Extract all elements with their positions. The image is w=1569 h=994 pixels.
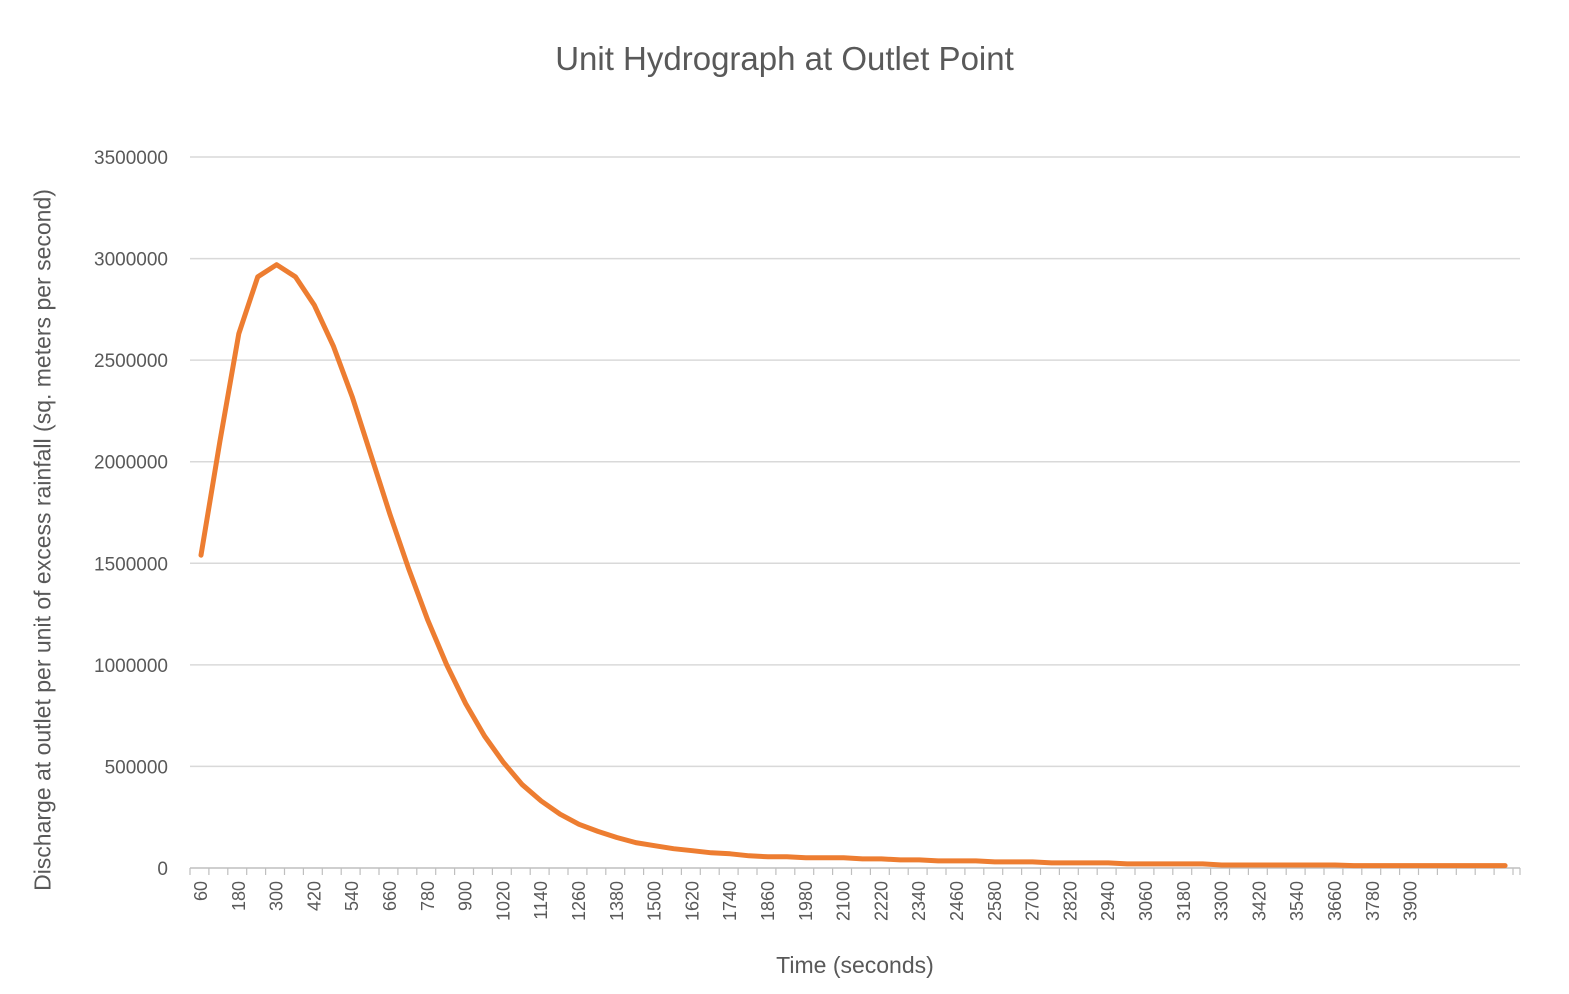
x-tick-label: 540 [342,881,362,911]
x-tick-label: 780 [418,881,438,911]
x-tick-label: 3300 [1212,881,1232,921]
gridlines [190,156,1520,768]
x-axis-label: Time (seconds) [776,952,934,978]
x-tick-label: 1260 [569,881,589,921]
x-tick-label: 660 [380,881,400,911]
series-line [198,262,1508,869]
x-tick-label: 2100 [834,881,854,921]
x-tick-label: 3900 [1401,881,1421,921]
x-tick-label: 2700 [1023,881,1043,921]
x-tick-label: 3780 [1363,881,1383,921]
x-tick-label: 1020 [493,881,513,921]
x-axis [189,867,1521,875]
x-tick-label: 3540 [1287,881,1307,921]
x-tick-label: 2940 [1098,881,1118,921]
x-tick-label: 60 [191,881,211,901]
x-tick-label: 3180 [1174,881,1194,921]
chart-title: Unit Hydrograph at Outlet Point [555,40,1014,77]
y-axis-ticks: 0 500000 1000000 1500000 2000000 2500000 30000… [94,148,168,880]
x-tick-label: 1380 [607,881,627,921]
y-tick-label: 3500000 [94,148,168,169]
y-tick-label: 1500000 [94,554,168,575]
x-tick-label: 1740 [720,881,740,921]
x-tick-label: 3060 [1136,881,1156,921]
y-tick-label: 2000000 [94,453,168,474]
y-tick-label: 3000000 [94,250,168,271]
x-tick-label: 900 [456,881,476,911]
x-tick-label: 420 [304,881,324,911]
y-tick-label: 500000 [105,757,168,778]
y-tick-label: 1000000 [94,656,168,677]
x-tick-label: 1980 [796,881,816,921]
x-tick-label: 2580 [985,881,1005,921]
x-tick-label: 2340 [909,881,929,921]
x-tick-label: 1860 [758,881,778,921]
x-tick-label: 1500 [645,881,665,921]
x-tick-label: 180 [229,881,249,911]
x-tick-label: 2460 [947,881,967,921]
x-axis-ticks: 60 180 300 420 540 660 780 900 1020 1140 1260 1380 1… [191,881,1421,921]
x-tick-label: 300 [267,881,287,911]
x-tick-label: 3660 [1325,881,1345,921]
y-tick-label: 0 [157,859,168,880]
series-group [198,262,1508,869]
x-tick-label: 2220 [871,881,891,921]
x-tick-label: 2820 [1060,881,1080,921]
x-tick-label: 3420 [1249,881,1269,921]
x-tick-label: 1620 [682,881,702,921]
y-tick-label: 2500000 [94,351,168,372]
x-tick-label: 1140 [531,881,551,920]
